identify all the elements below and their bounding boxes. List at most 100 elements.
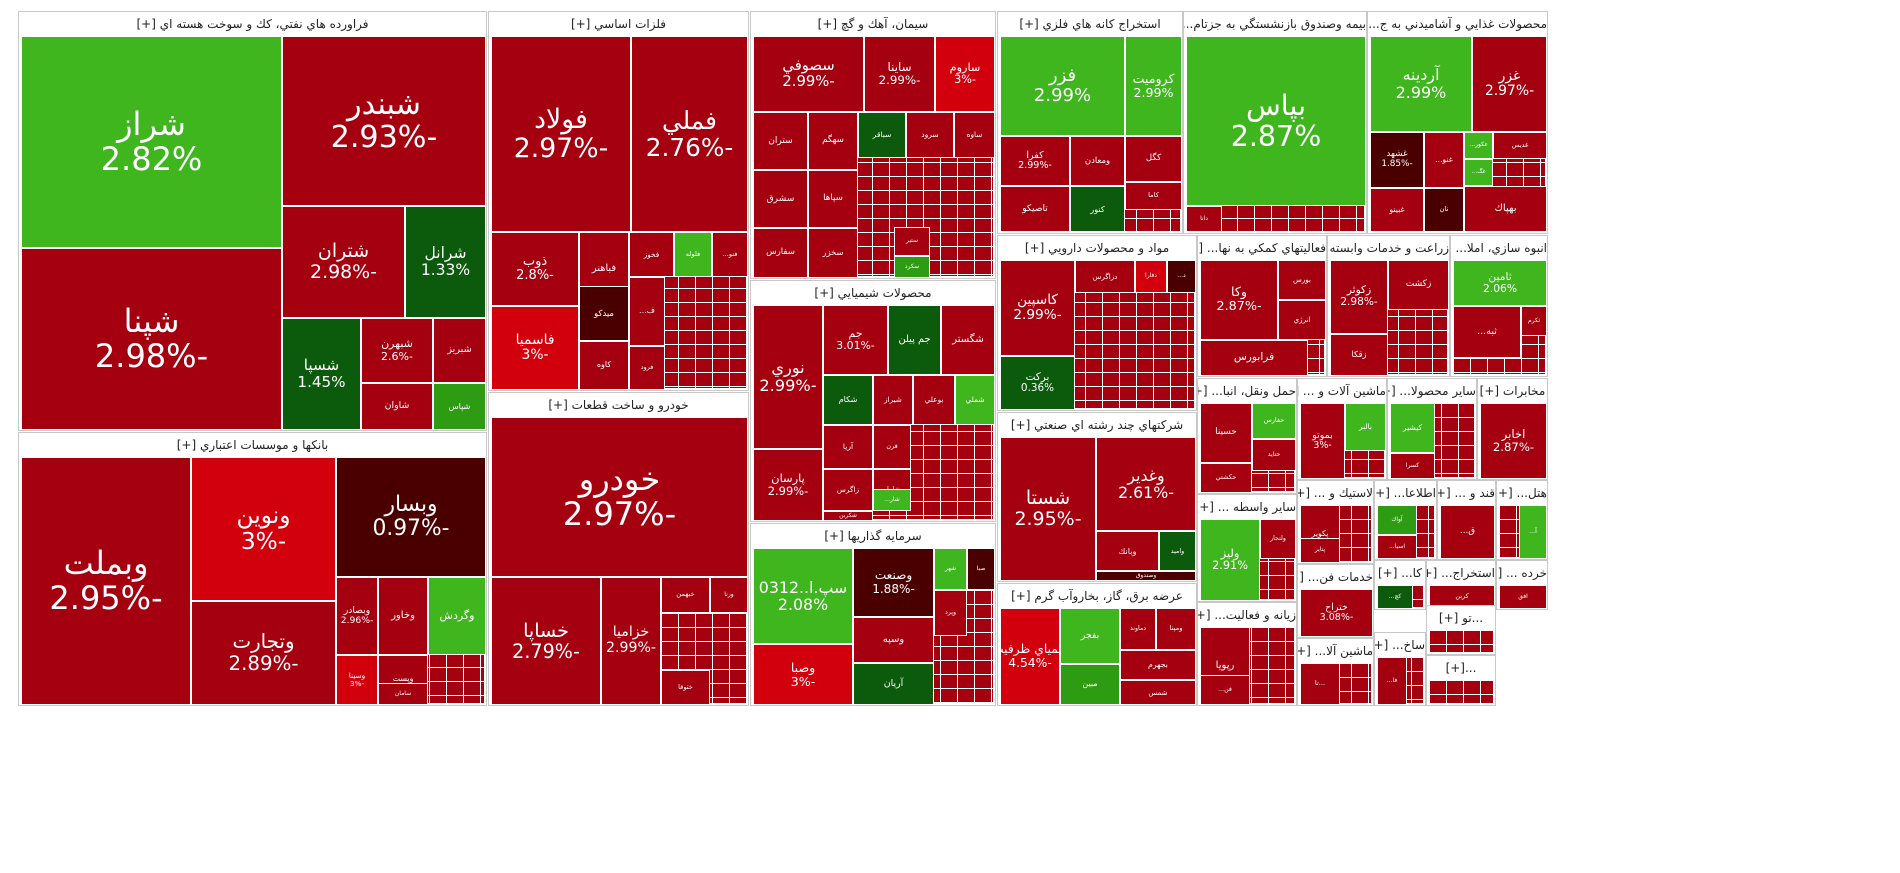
stock-tile[interactable]: دزاگرس: [1075, 260, 1135, 293]
stock-tile[interactable]: ساوه: [954, 112, 995, 158]
sector-title[interactable]: ساير واسطه ... [+]: [1198, 495, 1296, 519]
stock-tile[interactable]: كاوه: [579, 341, 629, 390]
stock-tile[interactable]: فولاد -2.97%: [491, 36, 631, 232]
stock-tile[interactable]: خودرو -2.97%: [491, 417, 748, 577]
stock-tile[interactable]: شراز 2.82%: [21, 36, 282, 248]
stock-tile[interactable]: زاگرس: [823, 469, 873, 511]
stock-tile[interactable]: بفجر: [1060, 608, 1120, 664]
stock-tile[interactable]: وصنعت -1.88%: [853, 548, 934, 617]
stock-tile[interactable]: ومعادن: [1070, 136, 1125, 186]
stock-tile[interactable]: زقكا: [1330, 334, 1388, 376]
stock-tile[interactable]: شملي: [955, 375, 995, 425]
stock-tile[interactable]: حسينا: [1200, 403, 1252, 463]
sector-title[interactable]: بيمه وصندوق بازنشستگي به جزتام... [+]: [1184, 12, 1366, 36]
sector-title[interactable]: سرمايه گذاريها [+]: [751, 524, 995, 548]
stock-tile[interactable]: ساروم -3%: [935, 36, 995, 112]
sector-title[interactable]: ماشين آلات و ... [+]: [1298, 379, 1386, 403]
stock-tile[interactable]: شپاس: [433, 383, 486, 430]
stock-tile[interactable]: قرن: [873, 425, 911, 469]
stock-tile[interactable]: وتجارت -2.89%: [191, 601, 336, 705]
stock-tile[interactable]: شگستر: [941, 305, 995, 375]
stock-tile[interactable]: سامان: [378, 683, 428, 705]
sector-title[interactable]: زراعت و خدمات وابسته [+]: [1328, 236, 1449, 260]
stock-tile[interactable]: افق: [1499, 585, 1547, 609]
stock-tile[interactable]: بالبر: [1345, 403, 1386, 451]
stock-tile[interactable]: شكام: [823, 375, 873, 425]
sector-title[interactable]: ...تو [+]: [1427, 606, 1495, 630]
stock-tile[interactable]: آواك: [1377, 505, 1417, 535]
stock-tile[interactable]: ...تا: [1300, 663, 1340, 705]
stock-tile[interactable]: بجهرم: [1120, 650, 1196, 680]
stock-tile[interactable]: ميدكو: [579, 286, 629, 341]
stock-tile[interactable]: بركت 0.36%: [1000, 356, 1075, 410]
sector-title[interactable]: زيانه و فعاليت... [+]: [1198, 603, 1296, 627]
stock-tile[interactable]: خزاميا -2.99%: [601, 577, 661, 705]
stock-tile[interactable]: غنو...: [1424, 132, 1464, 188]
stock-tile[interactable]: سرود: [906, 112, 954, 158]
sector-title[interactable]: شركتهاي چند رشته اي صنعتي [+]: [998, 413, 1196, 437]
stock-tile[interactable]: آريا: [823, 425, 873, 469]
stock-tile[interactable]: بپاس 2.87%: [1186, 36, 1366, 206]
sector-title[interactable]: كا... [+]: [1375, 561, 1425, 585]
stock-tile[interactable]: فرود: [629, 346, 665, 390]
stock-tile[interactable]: غبينو: [1370, 188, 1424, 232]
stock-tile[interactable]: سپ.ا..0312 2.08%: [753, 548, 853, 644]
stock-tile[interactable]: كروميت 2.99%: [1125, 36, 1182, 136]
stock-tile[interactable]: غكور...: [1464, 132, 1493, 159]
stock-tile[interactable]: ختوقا: [661, 670, 710, 705]
stock-tile[interactable]: فنو...: [712, 232, 748, 277]
stock-tile[interactable]: كيشير: [1390, 403, 1435, 453]
stock-tile[interactable]: شاوان: [361, 383, 433, 430]
stock-tile[interactable]: كاما: [1125, 182, 1182, 210]
stock-tile[interactable]: شيراز: [873, 375, 913, 425]
stock-tile[interactable]: كگل: [1125, 136, 1182, 182]
sector-title[interactable]: ساير محصولا... [+]: [1388, 379, 1476, 403]
sector-title[interactable]: محصولات غذايي و آشاميدني به ج... [+]: [1368, 12, 1547, 36]
stock-tile[interactable]: سهگم: [808, 112, 858, 170]
stock-tile[interactable]: سباقر: [858, 112, 906, 158]
stock-tile[interactable]: حكشتي: [1200, 463, 1252, 493]
stock-tile[interactable]: سپاها: [808, 170, 858, 228]
stock-tile[interactable]: آردينه 2.99%: [1370, 36, 1472, 132]
sector-title[interactable]: مواد و محصولات دارويي [+]: [998, 236, 1196, 260]
stock-tile[interactable]: ستران: [753, 112, 808, 170]
stock-tile[interactable]: جم -3.01%: [823, 305, 888, 375]
stock-tile[interactable]: صبا: [967, 548, 995, 590]
stock-tile[interactable]: حفارس: [1252, 403, 1296, 439]
stock-tile[interactable]: تاصيكو: [1000, 186, 1070, 232]
sector-title[interactable]: بانكها و موسسات اعتباري [+]: [19, 433, 486, 457]
stock-tile[interactable]: بوعلي: [913, 375, 955, 425]
stock-tile[interactable]: شار...: [873, 489, 911, 511]
sector-title[interactable]: لاستيك و ... [+]: [1298, 481, 1373, 505]
sector-title[interactable]: ساخ... [+]: [1375, 633, 1425, 657]
stock-tile[interactable]: وسينا -3%: [336, 655, 378, 705]
stock-tile[interactable]: آريان: [853, 663, 934, 705]
sector-title[interactable]: استخراج كانه هاي فلزي [+]: [998, 12, 1182, 36]
sector-title[interactable]: ...[+]: [1427, 656, 1495, 680]
stock-tile[interactable]: بهپاك: [1464, 186, 1547, 232]
stock-tile[interactable]: غگ...: [1464, 159, 1493, 186]
stock-tile[interactable]: فزر 2.99%: [1000, 36, 1125, 136]
stock-tile[interactable]: فخوز: [629, 232, 674, 277]
stock-tile[interactable]: ولتجار: [1260, 519, 1296, 559]
stock-tile[interactable]: دانا: [1186, 206, 1222, 232]
sector-title[interactable]: ماشين آلا... [+]: [1298, 639, 1373, 663]
stock-tile[interactable]: بورس: [1278, 260, 1326, 300]
stock-tile[interactable]: ومپنا: [1156, 608, 1196, 650]
stock-tile[interactable]: فاسميا -3%: [491, 306, 579, 390]
stock-tile[interactable]: ساينا -2.99%: [864, 36, 935, 112]
stock-tile[interactable]: دفارا: [1135, 260, 1167, 293]
stock-tile[interactable]: وبملت -2.95%: [21, 457, 191, 705]
stock-tile[interactable]: ونوين -3%: [191, 457, 336, 601]
stock-tile[interactable]: انرژي: [1278, 300, 1326, 340]
stock-tile[interactable]: شبندر -2.93%: [282, 36, 486, 206]
stock-tile[interactable]: حتايد: [1252, 439, 1296, 471]
stock-tile[interactable]: شبهرن -2.6%: [361, 318, 433, 383]
stock-tile[interactable]: ثكرم: [1521, 306, 1547, 336]
stock-tile[interactable]: ثبه...: [1453, 306, 1521, 358]
sector-title[interactable]: انبوه سازي، املا... [+]: [1451, 236, 1547, 260]
stock-tile[interactable]: ف...: [629, 277, 665, 346]
stock-tile[interactable]: وبانك: [1096, 531, 1159, 571]
stock-tile[interactable]: خبهمن: [661, 577, 710, 613]
stock-tile[interactable]: واميد: [1159, 531, 1196, 571]
